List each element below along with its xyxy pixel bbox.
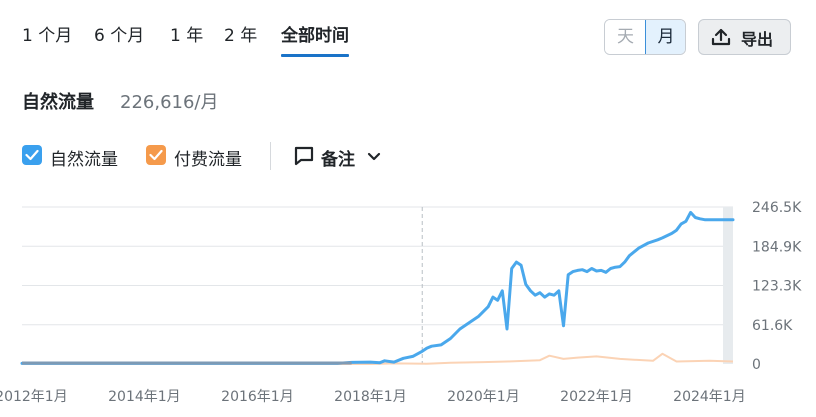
chevron-down-icon bbox=[367, 152, 381, 161]
y-tick-label: 61.6K bbox=[752, 318, 793, 334]
check-icon bbox=[25, 149, 39, 161]
x-tick-label: 2012年1月 bbox=[0, 389, 68, 405]
x-tick-label: 2024年1月 bbox=[673, 389, 746, 405]
granularity-toggle: 天 月 bbox=[604, 19, 686, 55]
organic-checkbox[interactable] bbox=[22, 145, 42, 165]
y-tick-label: 123.3K bbox=[752, 279, 802, 295]
comment-icon bbox=[294, 146, 314, 166]
x-tick-label: 2018年1月 bbox=[334, 389, 407, 405]
y-axis: 246.5K 184.9K 123.3K 61.6K 0 bbox=[752, 200, 802, 373]
organic-traffic-line bbox=[20, 210, 735, 365]
x-axis: 2012年1月 2014年1月 2016年1月 2018年1月 2020年1月 2022年… bbox=[0, 389, 746, 405]
paid-label: 付费流量 bbox=[174, 150, 242, 170]
tab-1-year[interactable]: 1 年 bbox=[170, 26, 204, 46]
export-label: 导出 bbox=[741, 30, 774, 49]
y-tick-label: 0 bbox=[752, 357, 761, 373]
x-tick-label: 2022年1月 bbox=[560, 389, 633, 405]
tab-1-month[interactable]: 1 个月 bbox=[22, 26, 73, 46]
tab-6-months[interactable]: 6 个月 bbox=[94, 26, 145, 46]
legend-divider bbox=[270, 142, 271, 170]
paid-checkbox[interactable] bbox=[146, 145, 166, 165]
x-tick-label: 2014年1月 bbox=[108, 389, 181, 405]
x-tick-label: 2020年1月 bbox=[447, 389, 520, 405]
export-button[interactable]: 导出 bbox=[698, 19, 791, 55]
tab-all-time[interactable]: 全部时间 bbox=[281, 26, 349, 57]
grid-lines bbox=[22, 206, 733, 326]
organic-label: 自然流量 bbox=[50, 150, 118, 170]
notes-label: 备注 bbox=[321, 150, 355, 170]
upload-icon bbox=[711, 28, 731, 46]
metric-value: 226,616/月 bbox=[120, 92, 219, 113]
day-button[interactable]: 天 bbox=[605, 20, 646, 54]
x-tick-label: 2016年1月 bbox=[221, 389, 294, 405]
metric-title: 自然流量 bbox=[22, 92, 94, 113]
latest-period-band bbox=[723, 207, 733, 364]
y-tick-label: 246.5K bbox=[752, 200, 802, 216]
month-button[interactable]: 月 bbox=[645, 20, 685, 54]
y-tick-label: 184.9K bbox=[752, 239, 802, 255]
tab-2-years[interactable]: 2 年 bbox=[224, 26, 258, 46]
check-icon bbox=[149, 149, 163, 161]
